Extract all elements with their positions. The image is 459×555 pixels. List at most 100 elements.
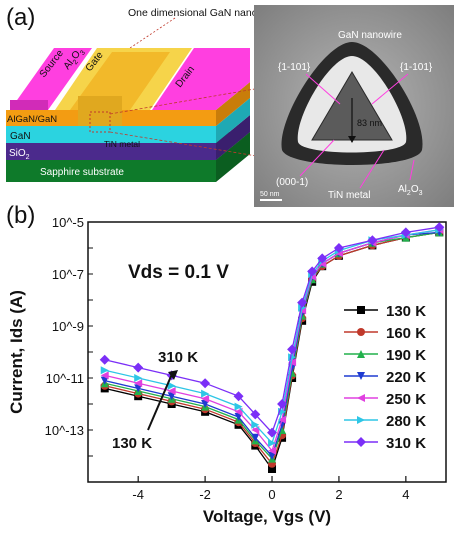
thickness-arrow-head [348,136,356,143]
data-point [278,420,287,429]
data-point [201,394,210,403]
data-point [200,378,211,389]
data-point [287,344,298,355]
legend-label: 190 K [386,347,426,364]
x-tick-label: -2 [199,487,211,502]
sio2-side [216,115,250,160]
temperature-arrow-head [168,370,178,380]
data-point [201,400,210,408]
data-point [250,409,261,420]
x-tick-label: 4 [402,487,409,502]
y-tick-label: 10^-11 [46,371,84,386]
gate-electrode [70,52,170,110]
data-point [317,253,328,264]
data-point [234,413,243,421]
data-point [268,465,277,473]
sio2-label: SiO2 [9,148,30,161]
legend-label: 130 K [386,303,426,320]
source-front [10,100,48,110]
series-line [104,231,440,466]
data-point [357,306,365,314]
device-schematic: One dimensional GaN nanowire array Sapph… [6,5,454,207]
tem-image: 83 nm GaN nanowire {1-101} {1-101} (000-… [254,5,454,207]
data-point [333,243,344,253]
algan-label: AlGaN/GaN [7,114,57,125]
data-point [251,433,260,442]
tem-tin-label: TiN metal [328,190,370,201]
tem-al2o3-label: Al2O3 [398,184,423,197]
data-point [268,446,277,455]
data-point [233,391,244,402]
gan-label: GaN [10,131,31,142]
panel-b: (b) -4 -2 0 2 4 10^-13 10^-11 10^-9 10^-7 10^-5 Vo… [0,202,459,550]
tin-label: TiN metal [104,139,140,149]
tem-facet-bottom: (000-1) [276,177,308,188]
data-point [434,222,445,233]
scale-label: 50 nm [260,191,280,198]
x-axis-title: Voltage, Vgs (V) [203,507,331,526]
data-point [367,235,378,246]
zoom-box [89,111,111,133]
data-point [268,452,277,460]
data-point [357,394,365,402]
series-line [104,229,440,453]
arrow-top-label: 310 K [158,349,198,366]
pointer-facet-bottom [299,139,335,177]
algan-side [216,82,250,126]
gate-stem [78,96,122,126]
arrow-bottom-label: 130 K [112,435,152,452]
y-tick-label: 10^-5 [52,215,84,230]
data-point [134,374,143,382]
data-point [133,362,144,373]
data-point [167,381,176,390]
data-point [251,426,260,434]
pointer-facet-left [305,73,341,105]
x-tick-label: 2 [335,487,342,502]
substrate-side [216,132,250,182]
sio2-layer [6,143,216,160]
panel-a-label: (a) [6,4,36,31]
substrate-front [6,160,216,182]
y-axis-title: Current, Ids (A) [7,290,26,414]
data-point [134,384,143,393]
source-contact [10,48,92,110]
data-point [356,437,366,447]
temperature-arrow [147,373,173,431]
legend-label: 220 K [386,369,426,386]
x-tick-label: -4 [132,487,144,502]
y-tick-label: 10^-7 [52,267,84,282]
pointer-facet-right [371,73,409,105]
vds-annotation: Vds = 0.1 V [128,262,229,283]
legend-label: 160 K [386,325,426,342]
title-pointer [111,17,176,61]
data-point [267,427,278,438]
data-point [234,407,243,416]
iv-chart: -4 -2 0 2 4 10^-13 10^-11 10^-9 10^-7 10^-5 Voltag… [7,215,447,526]
data-point [99,354,110,365]
gan-layer [6,126,216,143]
pointer-tin [359,149,385,189]
y-tick-label: 10^-9 [52,319,84,334]
panel-b-label: (b) [6,202,36,229]
pointer-al2o3 [409,159,415,181]
legend-label: 310 K [386,435,426,452]
data-point [288,358,297,367]
data-point [234,402,243,411]
data-point [201,389,210,398]
tem-thickness: 83 nm [357,118,382,128]
data-point [268,439,277,447]
y-tick-label: 10^-13 [45,423,84,438]
tem-facet-left: {1-101} [278,62,311,73]
data-point [357,372,365,380]
drain-contact [152,48,250,110]
data-point [167,392,176,401]
data-point [100,371,109,380]
data-point [134,379,143,388]
substrate-label: Sapphire substrate [40,167,124,178]
tem-facet-right: {1-101} [400,62,433,73]
data-point [357,328,365,336]
legend-label: 250 K [386,391,426,408]
data-point [100,366,109,375]
series-line [104,226,440,434]
data-point [251,420,260,429]
